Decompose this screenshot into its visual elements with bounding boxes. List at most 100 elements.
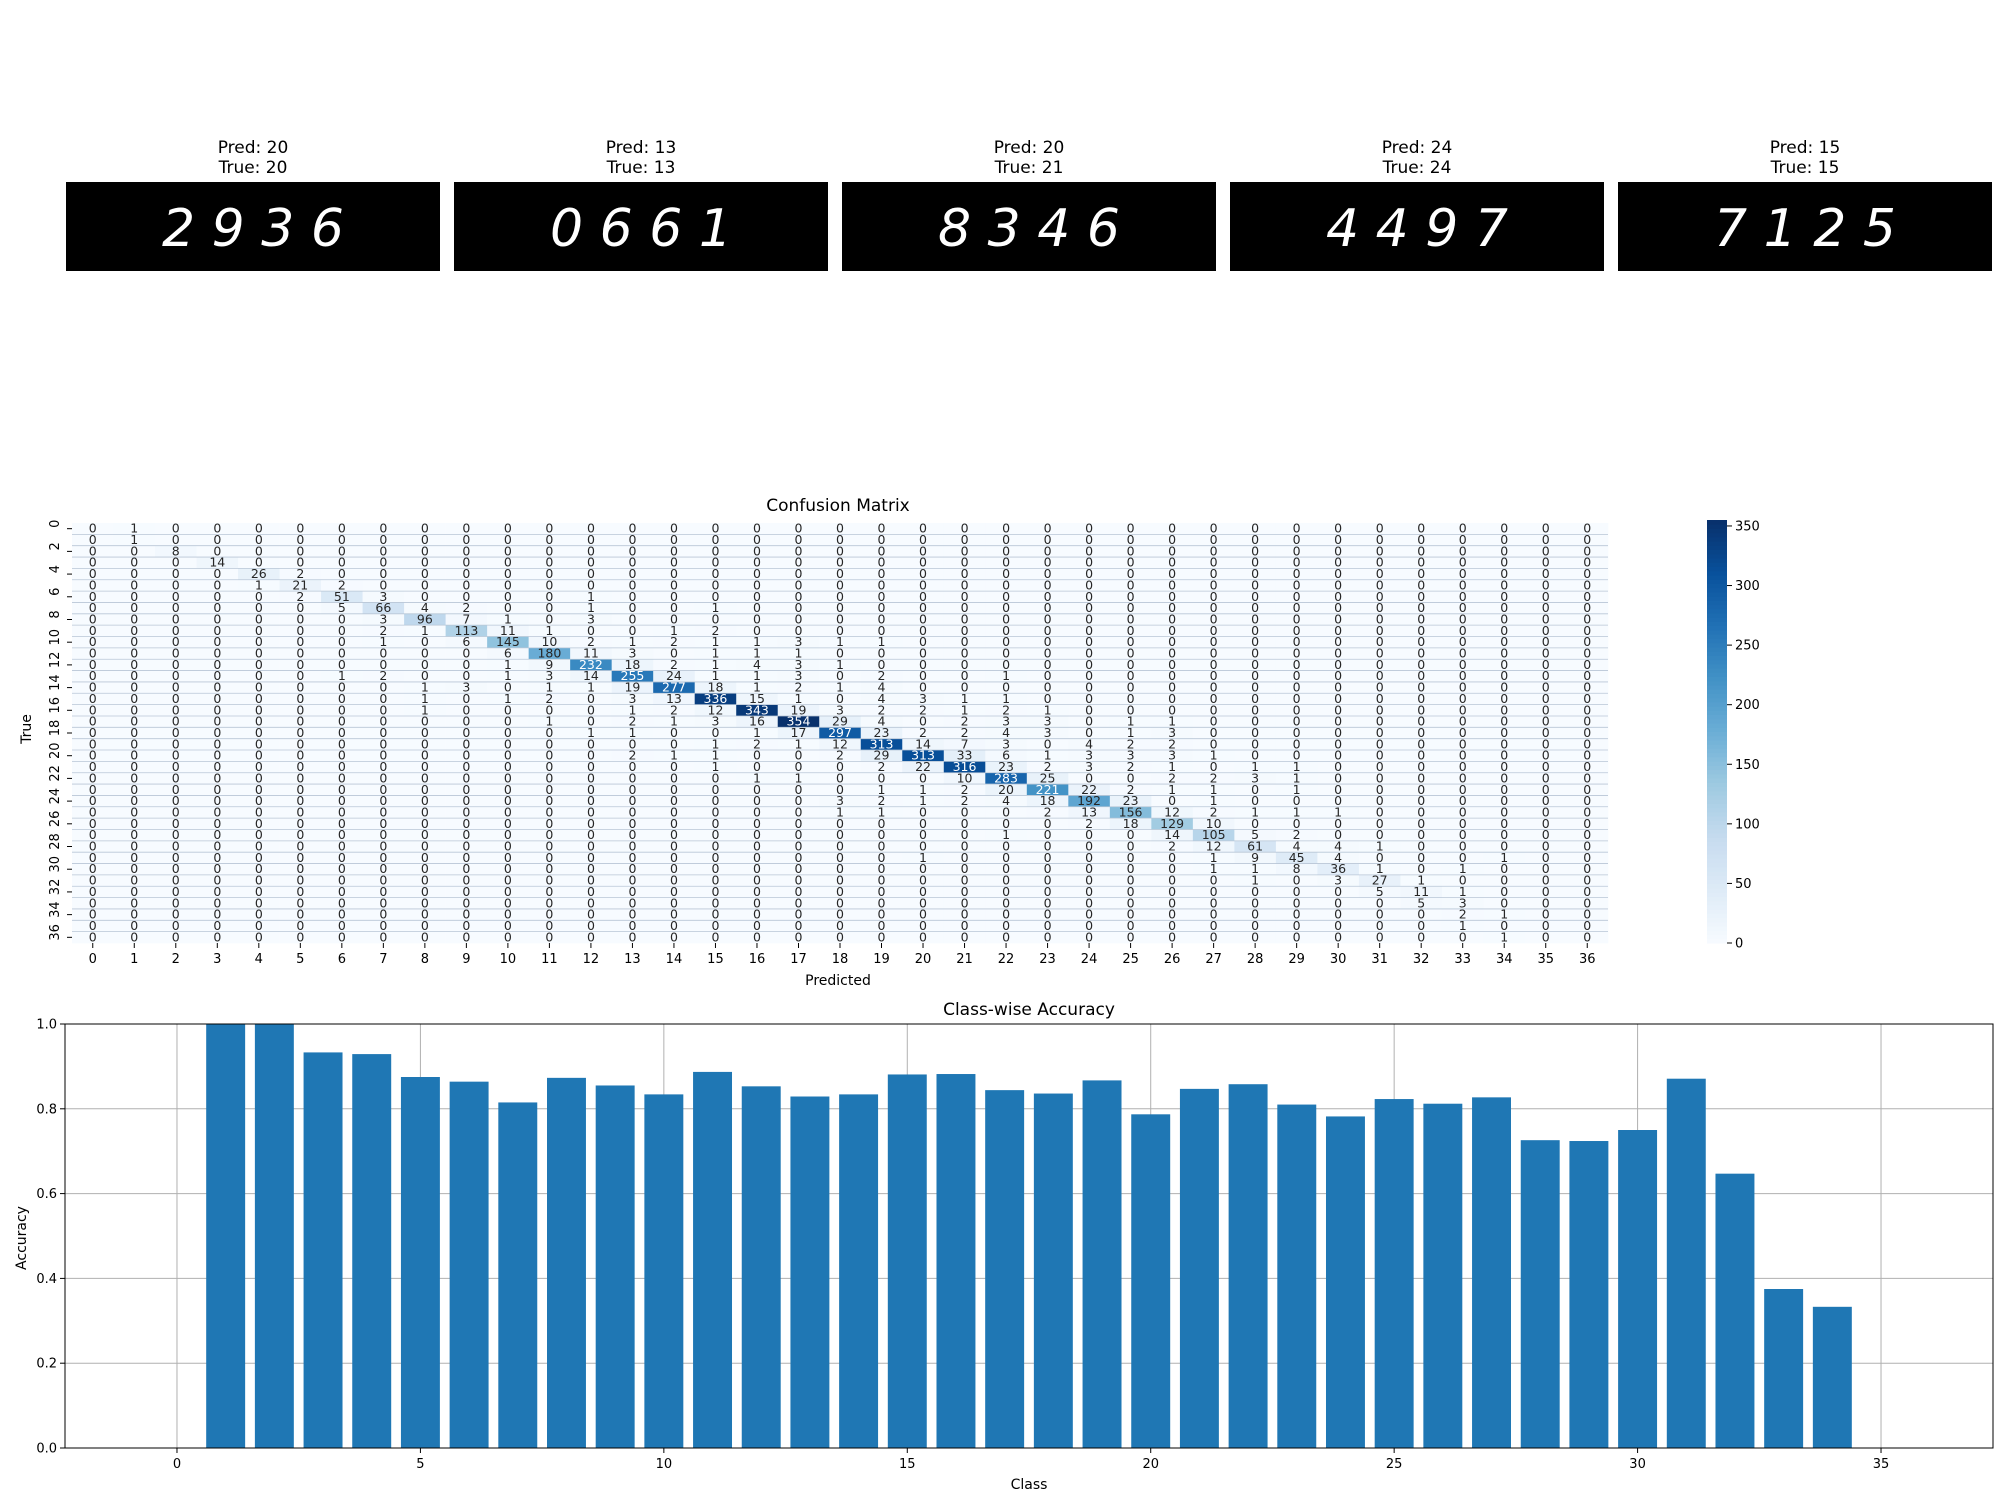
heatmap-cell-label: 3	[1251, 770, 1259, 785]
heatmap-cell	[1151, 727, 1194, 739]
heatmap-cell	[404, 534, 446, 546]
heatmap-cell-label: 0	[878, 918, 886, 933]
heatmap-cell	[570, 568, 612, 581]
heatmap-cell-label: 0	[878, 873, 886, 888]
heatmap-cell	[653, 704, 695, 717]
colorbar-segment	[1707, 642, 1727, 648]
heatmap-cell-label: 0	[1251, 725, 1259, 740]
heatmap-cell-label: 0	[504, 816, 512, 831]
heatmap-cell	[155, 863, 197, 876]
heatmap-cell-label: 0	[379, 929, 387, 944]
heatmap-cell	[943, 920, 986, 932]
heatmap-cell-label: 1	[753, 770, 761, 785]
heatmap-cell-label: 1	[545, 714, 553, 729]
heatmap-cell-label: 0	[421, 634, 429, 649]
heatmap-cell	[570, 840, 612, 853]
heatmap-cell	[1441, 659, 1484, 671]
heatmap-cell-label: 0	[255, 816, 263, 831]
heatmap-cell	[72, 704, 114, 717]
heatmap-cell	[445, 670, 488, 683]
heatmap-cell	[279, 523, 322, 535]
heatmap-cell-label: 0	[587, 895, 595, 910]
heatmap-x-tick-label: 1	[130, 952, 138, 967]
heatmap-cell	[860, 840, 903, 853]
heatmap-cell-label: 0	[961, 816, 969, 831]
heatmap-cell-label: 0	[421, 850, 429, 865]
heatmap-cell-label: 0	[379, 861, 387, 876]
heatmap-cell	[1109, 636, 1152, 649]
heatmap-cell	[943, 840, 986, 853]
heatmap-cell-label: 1	[919, 850, 927, 865]
heatmap-cell-label: 7	[462, 611, 470, 626]
heatmap-cell-label: 0	[1044, 873, 1052, 888]
heatmap-cell	[1566, 908, 1609, 921]
heatmap-cell	[985, 681, 1028, 694]
heatmap-cell	[1400, 806, 1443, 819]
heatmap-cell-label: 0	[255, 657, 263, 672]
heatmap-cell	[570, 727, 612, 739]
heatmap-cell-label: 0	[130, 873, 138, 888]
heatmap-y-tick-label: 10	[48, 629, 63, 646]
heatmap-cell	[196, 647, 239, 660]
heatmap-cell-label: 113	[454, 623, 478, 638]
heatmap-cell	[1109, 602, 1152, 615]
heatmap-cell-label: 0	[878, 532, 886, 547]
heatmap-cell	[1317, 545, 1360, 558]
heatmap-cell	[1151, 897, 1194, 910]
heatmap-cell-label: 145	[496, 634, 520, 649]
heatmap-cell-label: 0	[836, 577, 844, 592]
heatmap-cell-label: 0	[1417, 759, 1425, 774]
heatmap-cell-label: 0	[836, 884, 844, 899]
heatmap-cell	[1151, 670, 1194, 683]
heatmap-cell	[653, 750, 695, 762]
heatmap-cell-label: 0	[172, 804, 180, 819]
heatmap-cell	[113, 863, 156, 876]
heatmap-cell-label: 0	[1459, 804, 1467, 819]
heatmap-cell	[404, 908, 446, 921]
heatmap-cell-label: 0	[1417, 748, 1425, 763]
heatmap-cell	[1192, 761, 1235, 774]
heatmap-cell-label: 0	[1459, 839, 1467, 854]
heatmap-cell-label: 0	[1500, 714, 1508, 729]
heatmap-cell	[72, 761, 114, 774]
heatmap-cell-label: 0	[1500, 521, 1508, 536]
heatmap-cell	[72, 738, 114, 751]
heatmap-cell	[1400, 761, 1443, 774]
heatmap-cell-label: 0	[711, 827, 719, 842]
heatmap-cell	[279, 761, 322, 774]
heatmap-cell	[736, 852, 779, 864]
heatmap-cell	[1192, 795, 1235, 808]
heatmap-cell	[1275, 659, 1318, 671]
heatmap-cell	[1317, 613, 1360, 626]
heatmap-cell	[1109, 761, 1152, 774]
heatmap-cell	[1358, 795, 1401, 808]
heatmap-cell	[1275, 863, 1318, 876]
heatmap-cell	[1234, 591, 1277, 603]
heatmap-cell-label: 0	[1127, 646, 1135, 661]
heatmap-cell-label: 0	[1168, 634, 1176, 649]
heatmap-cell-label: 4	[1002, 725, 1010, 740]
heatmap-cell	[653, 829, 695, 842]
heatmap-cell	[1358, 545, 1401, 558]
heatmap-cell-label: 1	[919, 793, 927, 808]
heatmap-cell	[1192, 545, 1235, 558]
heatmap-cell	[653, 625, 695, 637]
heatmap-cell	[1400, 886, 1443, 898]
heatmap-cell-label: 0	[213, 657, 221, 672]
heatmap-cell-label: 0	[338, 532, 346, 547]
heatmap-cell	[1524, 886, 1567, 898]
heatmap-cell	[611, 852, 654, 864]
heatmap-cell	[362, 647, 405, 660]
heatmap-cell-label: 0	[919, 589, 927, 604]
heatmap-cell	[113, 545, 156, 558]
heatmap-cell	[1358, 874, 1401, 887]
heatmap-cell-label: 20	[998, 782, 1014, 797]
heatmap-cell-label: 0	[1085, 611, 1093, 626]
heatmap-cell-label: 0	[545, 907, 553, 922]
heatmap-cell	[238, 863, 280, 876]
heatmap-cell-label: 0	[1542, 895, 1550, 910]
heatmap-cell-label: 0	[296, 736, 304, 751]
heatmap-cell-label: 0	[130, 646, 138, 661]
heatmap-cell-label: 0	[961, 680, 969, 695]
